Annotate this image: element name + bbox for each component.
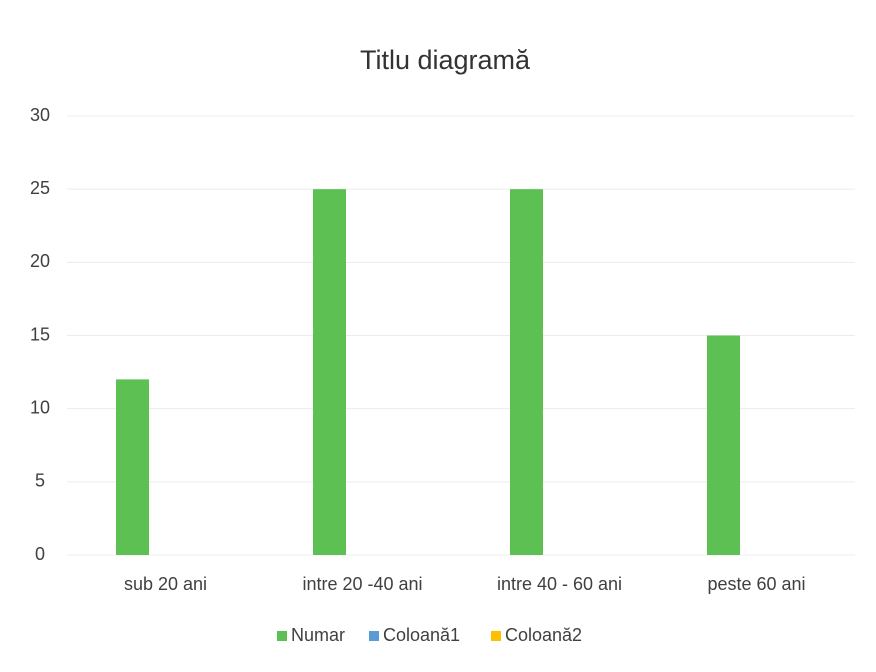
y-tick-label: 0: [35, 544, 45, 564]
bar: [510, 189, 543, 555]
legend-label: Coloană1: [383, 625, 460, 645]
y-tick-label: 10: [30, 397, 50, 417]
legend-swatch: [277, 631, 287, 641]
x-tick-label: sub 20 ani: [124, 574, 207, 594]
y-tick-label: 25: [30, 178, 50, 198]
x-tick-label: intre 20 -40 ani: [302, 574, 422, 594]
legend-label: Numar: [291, 625, 345, 645]
bar: [313, 189, 346, 555]
y-tick-label: 20: [30, 251, 50, 271]
legend-swatch: [369, 631, 379, 641]
chart-title: Titlu diagramă: [360, 45, 531, 75]
x-tick-label: peste 60 ani: [707, 574, 805, 594]
legend-label: Coloană2: [505, 625, 582, 645]
y-tick-label: 5: [35, 471, 45, 491]
y-tick-label: 15: [30, 324, 50, 344]
legend-swatch: [491, 631, 501, 641]
bar: [707, 335, 740, 555]
bar: [116, 379, 149, 555]
x-tick-label: intre 40 - 60 ani: [497, 574, 622, 594]
y-tick-label: 30: [30, 105, 50, 125]
